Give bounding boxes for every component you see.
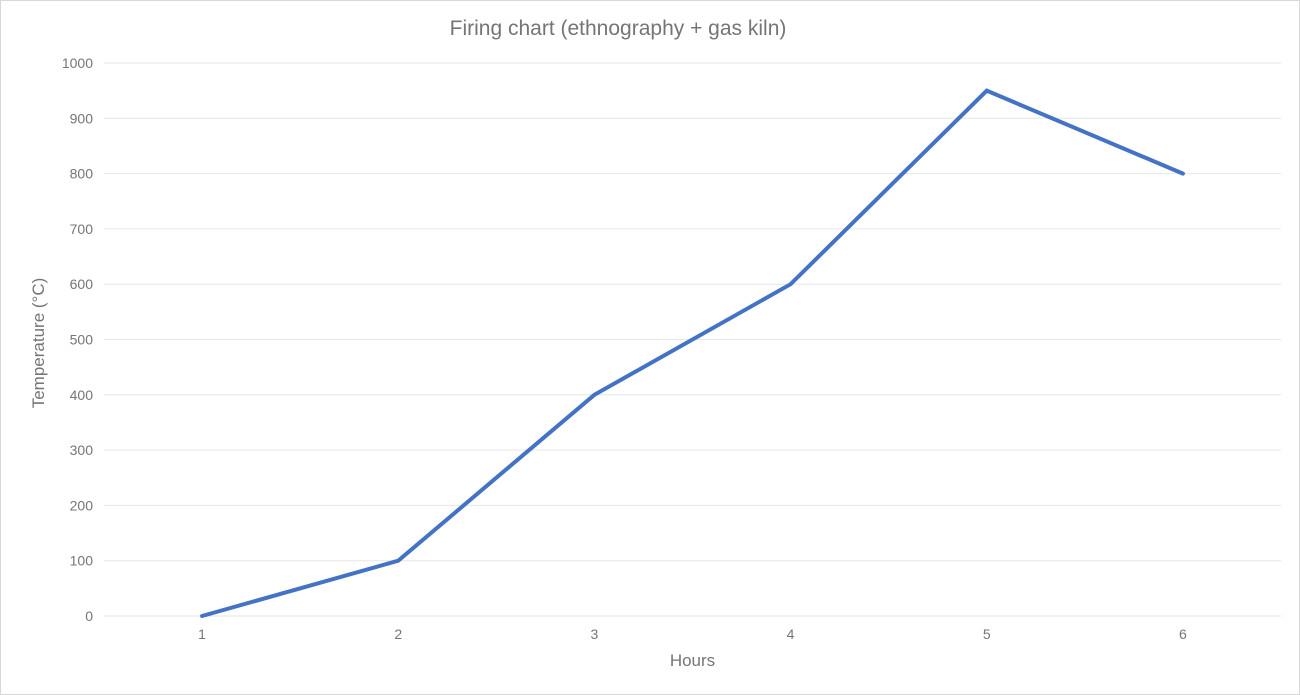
y-tick-label: 900 (70, 110, 94, 126)
y-tick-label: 500 (70, 332, 94, 348)
y-tick-label: 1000 (62, 55, 93, 71)
series-line (200, 88, 1185, 618)
x-axis-title: Hours (669, 651, 716, 670)
y-tick-label: 700 (70, 221, 94, 237)
x-tick-label: 6 (1179, 626, 1187, 642)
y-axis-title: Temperature (°C) (29, 277, 48, 409)
y-tick-label: 100 (70, 553, 94, 569)
x-tick-label: 3 (591, 626, 599, 642)
chart-title: Firing chart (ethnography + gas kiln) (449, 17, 787, 40)
x-tick-label: 5 (983, 626, 991, 642)
y-tick-label: 400 (70, 387, 94, 403)
x-tick-label: 4 (787, 626, 795, 642)
y-tick-label: 600 (70, 276, 94, 292)
x-tick-label: 1 (198, 626, 206, 642)
y-tick-label: 200 (70, 497, 94, 513)
x-tick-label: 2 (394, 626, 402, 642)
y-tick-label: 300 (70, 442, 94, 458)
y-tick-label: 800 (70, 166, 94, 182)
y-tick-label: 0 (85, 608, 93, 624)
